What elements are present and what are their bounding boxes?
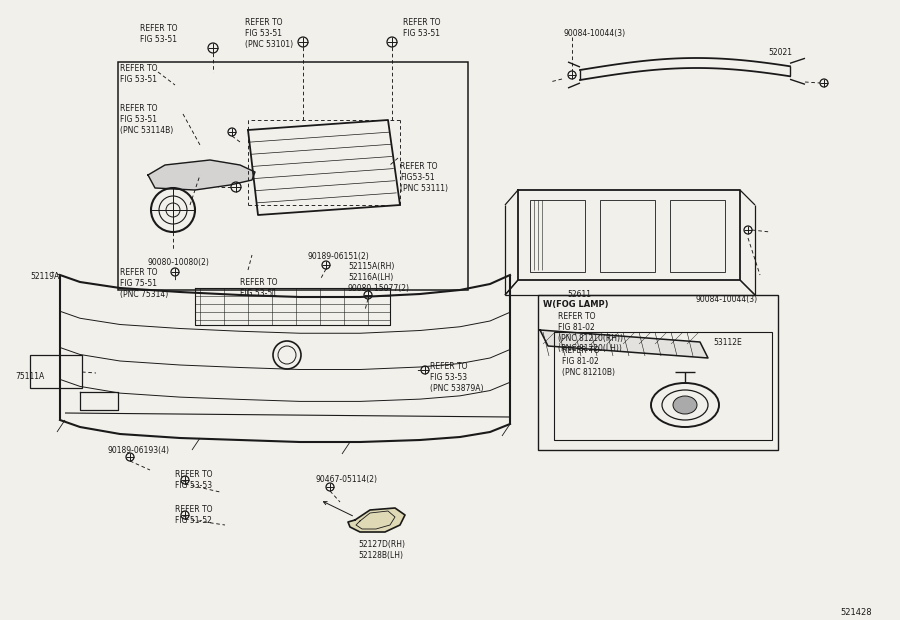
Text: 90189-06193(4): 90189-06193(4) bbox=[108, 446, 170, 455]
Text: W(FOG LAMP): W(FOG LAMP) bbox=[543, 300, 608, 309]
Text: 90080-10080(2): 90080-10080(2) bbox=[148, 258, 210, 267]
Text: 90084-10044(3): 90084-10044(3) bbox=[695, 295, 757, 304]
Text: 52021: 52021 bbox=[768, 48, 792, 57]
Text: 52127D(RH)
52128B(LH): 52127D(RH) 52128B(LH) bbox=[358, 540, 405, 560]
Text: 52115A(RH)
52116A(LH): 52115A(RH) 52116A(LH) bbox=[348, 262, 394, 281]
Bar bbox=[538, 295, 778, 450]
Polygon shape bbox=[540, 330, 708, 358]
Text: REFER TO
FIG 53-51: REFER TO FIG 53-51 bbox=[120, 64, 158, 84]
Text: REFER TO
FIG 81-02
(PNC 81210B): REFER TO FIG 81-02 (PNC 81210B) bbox=[562, 346, 615, 376]
Bar bbox=[118, 62, 468, 290]
Text: 52119A: 52119A bbox=[30, 272, 59, 281]
Text: REFER TO
FIG 53-53: REFER TO FIG 53-53 bbox=[175, 470, 212, 490]
Bar bbox=[600, 200, 655, 272]
Text: REFER TO
FIG53-51
(PNC 53111): REFER TO FIG53-51 (PNC 53111) bbox=[400, 162, 448, 192]
Text: REFER TO
FIG 51-52: REFER TO FIG 51-52 bbox=[175, 505, 212, 525]
Polygon shape bbox=[348, 508, 405, 532]
Text: REFER TO
FIG 53-51
(PNC 53114B): REFER TO FIG 53-51 (PNC 53114B) bbox=[120, 104, 173, 135]
Text: REFER TO
FIG 53-51: REFER TO FIG 53-51 bbox=[240, 278, 277, 298]
Text: 52611: 52611 bbox=[567, 290, 591, 299]
Text: 90080-15077(2): 90080-15077(2) bbox=[348, 284, 410, 293]
Text: 521428: 521428 bbox=[840, 608, 871, 617]
Text: REFER TO
FIG 81-02
(PNC 81210(RH))
(PNC 81220(LH)): REFER TO FIG 81-02 (PNC 81210(RH)) (PNC … bbox=[558, 312, 623, 353]
Text: 53112E: 53112E bbox=[713, 338, 742, 347]
Text: REFER TO
FIG 53-51: REFER TO FIG 53-51 bbox=[403, 18, 440, 38]
Text: 75111A: 75111A bbox=[15, 372, 44, 381]
Bar bbox=[530, 200, 585, 272]
Text: REFER TO
FIG 53-51
(PNC 53101): REFER TO FIG 53-51 (PNC 53101) bbox=[245, 18, 293, 48]
Polygon shape bbox=[148, 160, 255, 190]
Text: REFER TO
FIG 53-53
(PNC 53879A): REFER TO FIG 53-53 (PNC 53879A) bbox=[430, 362, 483, 392]
Bar bbox=[30, 355, 82, 388]
Text: REFER TO
FIG 53-51: REFER TO FIG 53-51 bbox=[140, 24, 177, 44]
Text: 90467-05114(2): 90467-05114(2) bbox=[315, 475, 377, 484]
Bar bbox=[670, 200, 725, 272]
Bar bbox=[554, 332, 772, 440]
Ellipse shape bbox=[673, 396, 697, 414]
Text: REFER TO
FIG 75-51
(PNC 75314): REFER TO FIG 75-51 (PNC 75314) bbox=[120, 268, 168, 298]
Text: 90189-06151(2): 90189-06151(2) bbox=[307, 252, 369, 261]
Text: 90084-10044(3): 90084-10044(3) bbox=[563, 29, 625, 38]
